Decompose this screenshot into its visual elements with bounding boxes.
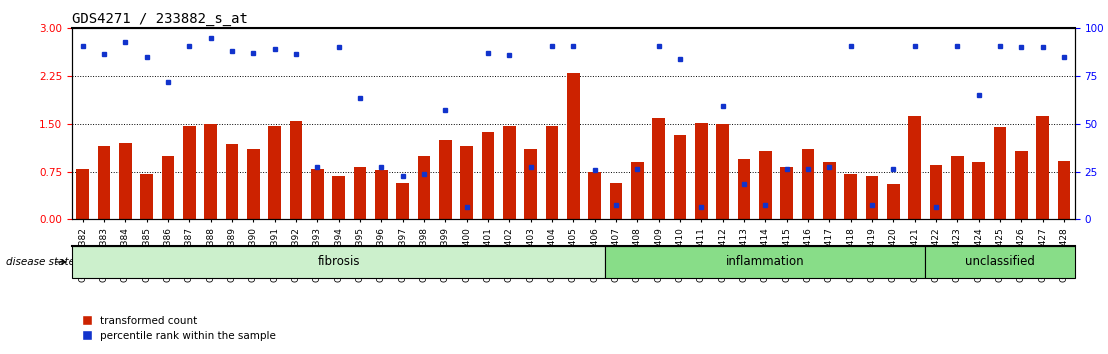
Bar <box>844 173 858 219</box>
Text: GDS4271 / 233882_s_at: GDS4271 / 233882_s_at <box>72 12 248 26</box>
Bar <box>289 121 302 219</box>
Bar <box>76 169 89 219</box>
Bar <box>311 169 324 219</box>
Bar <box>482 132 494 219</box>
Legend: transformed count, percentile rank within the sample: transformed count, percentile rank withi… <box>78 312 280 345</box>
Bar <box>802 149 814 219</box>
Bar <box>1036 116 1049 219</box>
Bar <box>98 146 111 219</box>
Bar <box>353 167 367 219</box>
Bar <box>695 122 708 219</box>
Bar <box>397 183 409 219</box>
Bar <box>503 126 516 219</box>
Bar <box>332 176 345 219</box>
Bar <box>780 167 793 219</box>
Bar <box>674 135 687 219</box>
Bar <box>759 151 772 219</box>
Bar <box>226 144 238 219</box>
Bar <box>973 162 985 219</box>
Bar <box>268 126 281 219</box>
Bar <box>588 172 602 219</box>
Bar <box>439 140 452 219</box>
Bar <box>375 170 388 219</box>
Bar <box>717 124 729 219</box>
Bar <box>951 156 964 219</box>
Bar <box>247 149 259 219</box>
Bar <box>994 127 1006 219</box>
Bar <box>930 165 943 219</box>
Bar <box>653 118 665 219</box>
Bar <box>460 146 473 219</box>
Bar <box>865 176 879 219</box>
Bar <box>630 162 644 219</box>
Bar <box>567 73 579 219</box>
Bar <box>418 156 430 219</box>
Bar <box>545 126 558 219</box>
Bar <box>888 184 900 219</box>
Text: disease state: disease state <box>6 257 74 267</box>
Bar <box>909 116 921 219</box>
Bar <box>609 183 623 219</box>
Bar <box>1058 161 1070 219</box>
Bar <box>204 124 217 219</box>
Text: inflammation: inflammation <box>726 256 804 268</box>
Bar <box>524 149 537 219</box>
Bar <box>183 126 196 219</box>
Bar <box>738 159 750 219</box>
Bar <box>119 143 132 219</box>
Text: fibrosis: fibrosis <box>318 256 360 268</box>
Text: unclassified: unclassified <box>965 256 1035 268</box>
Bar <box>1015 151 1028 219</box>
Bar <box>823 162 835 219</box>
Bar <box>162 156 174 219</box>
Bar <box>141 173 153 219</box>
